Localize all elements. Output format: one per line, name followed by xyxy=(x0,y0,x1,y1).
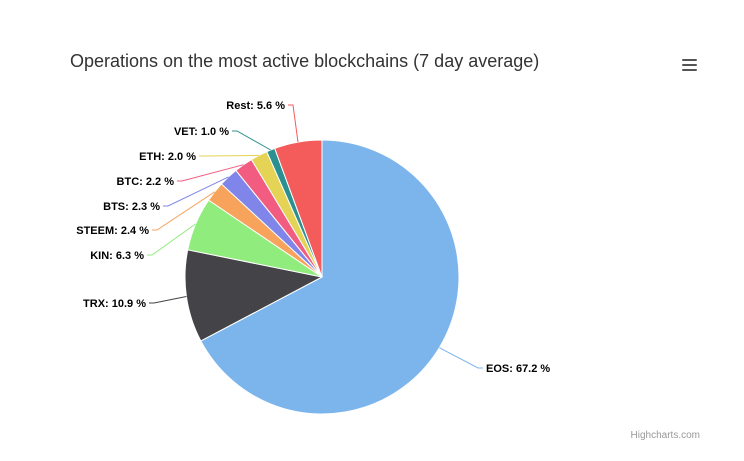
pie-labels-group: EOS: 67.2 % TRX: 10.9 % KIN: 6.3 % STEEM: 2… xyxy=(76,100,550,375)
label-connector-eos xyxy=(439,347,483,369)
label-connector-eth xyxy=(199,154,260,157)
hamburger-line xyxy=(681,68,697,72)
data-label-eos: EOS: 67.2 % xyxy=(486,363,550,375)
data-label-steem: STEEM: 2.4 % xyxy=(76,225,149,237)
hamburger-line xyxy=(681,58,697,62)
label-connector-trx xyxy=(149,296,187,304)
data-label-trx: TRX: 10.9 % xyxy=(83,298,146,310)
hamburger-icon xyxy=(681,58,697,72)
data-label-rest: Rest: 5.6 % xyxy=(226,100,285,112)
label-connector-rest xyxy=(288,104,299,143)
label-connector-kin xyxy=(147,223,196,256)
label-connector-bts xyxy=(163,176,229,207)
data-label-btc: BTC: 2.2 % xyxy=(117,176,175,188)
label-connector-btc xyxy=(177,164,244,182)
data-label-vet: VET: 1.0 % xyxy=(174,126,229,138)
data-label-eth: ETH: 2.0 % xyxy=(139,151,196,163)
label-connector-vet xyxy=(232,130,271,151)
export-menu-button[interactable] xyxy=(678,55,700,75)
label-connector-steem xyxy=(152,191,215,231)
highcharts-credit-link[interactable]: Highcharts.com xyxy=(630,430,700,441)
data-label-bts: BTS: 2.3 % xyxy=(103,201,160,213)
pie-slices-group xyxy=(184,139,460,415)
data-label-kin: KIN: 6.3 % xyxy=(90,250,144,262)
hamburger-line xyxy=(681,63,697,67)
pie-slice-rest[interactable] xyxy=(274,139,323,278)
chart-title: Operations on the most active blockchain… xyxy=(70,51,540,71)
